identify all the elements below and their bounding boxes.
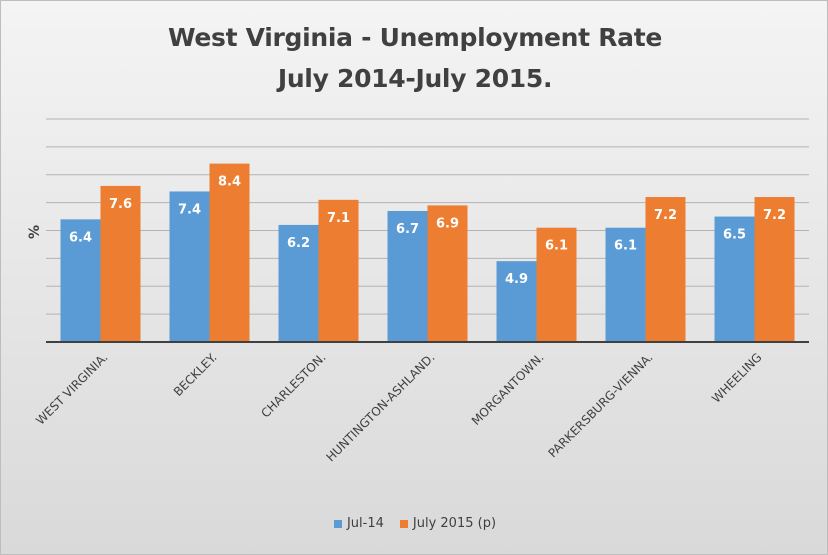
category-label: CHARLESTON. (258, 350, 328, 420)
bar-2 (209, 163, 250, 342)
data-label-1: 6.7 (396, 222, 419, 237)
data-label-1: 4.9 (505, 272, 528, 287)
bar-1 (714, 216, 755, 342)
data-label-2: 6.1 (545, 239, 568, 254)
data-label-2: 7.2 (763, 208, 786, 223)
category-label: WEST VIRGINIA. (33, 350, 110, 427)
bar-1 (60, 219, 101, 342)
data-label-1: 6.4 (69, 230, 92, 245)
bar-1 (496, 261, 537, 342)
data-label-1: 6.1 (614, 239, 637, 254)
data-label-2: 7.2 (654, 208, 677, 223)
bar-2 (536, 227, 577, 342)
category-label: MORGANTOWN. (469, 350, 547, 428)
legend-label-series-1: Jul-14 (346, 516, 384, 531)
category-label: BECKLEY. (171, 350, 220, 399)
data-label-1: 6.2 (287, 236, 310, 251)
bar-2 (100, 185, 141, 342)
bar-2 (754, 197, 795, 342)
data-label-2: 7.6 (109, 197, 132, 212)
data-label-2: 7.1 (327, 211, 350, 226)
bar-2 (318, 199, 359, 342)
bar-2 (645, 197, 686, 342)
bar-1 (605, 227, 646, 342)
legend-item-series-1: Jul-14 (333, 516, 384, 531)
chart-title: West Virginia - Unemployment Rate (167, 23, 663, 52)
legend-swatch-series-2 (399, 519, 408, 528)
bar-1 (169, 191, 210, 342)
legend-item-series-2: July 2015 (p) (399, 516, 497, 531)
category-label: WHEELING (709, 350, 765, 406)
data-label-2: 6.9 (436, 216, 459, 231)
data-label-2: 8.4 (218, 175, 241, 190)
legend-swatch-series-1 (333, 519, 342, 528)
chart-legend: Jul-14 July 2015 (p) (1, 516, 827, 531)
bar-2 (427, 205, 468, 342)
y-axis-label: % (27, 225, 43, 239)
bar-1 (278, 224, 319, 342)
category-label: HUNTINGTON-ASHLAND. (324, 350, 438, 464)
data-label-1: 7.4 (178, 202, 201, 217)
chart-subtitle: July 2014-July 2015. (277, 64, 553, 93)
category-label: PARKERSBURG-VIENNA. (545, 350, 655, 460)
legend-label-series-2: July 2015 (p) (412, 516, 497, 531)
data-label-1: 6.5 (723, 228, 746, 243)
bar-1 (387, 210, 428, 342)
